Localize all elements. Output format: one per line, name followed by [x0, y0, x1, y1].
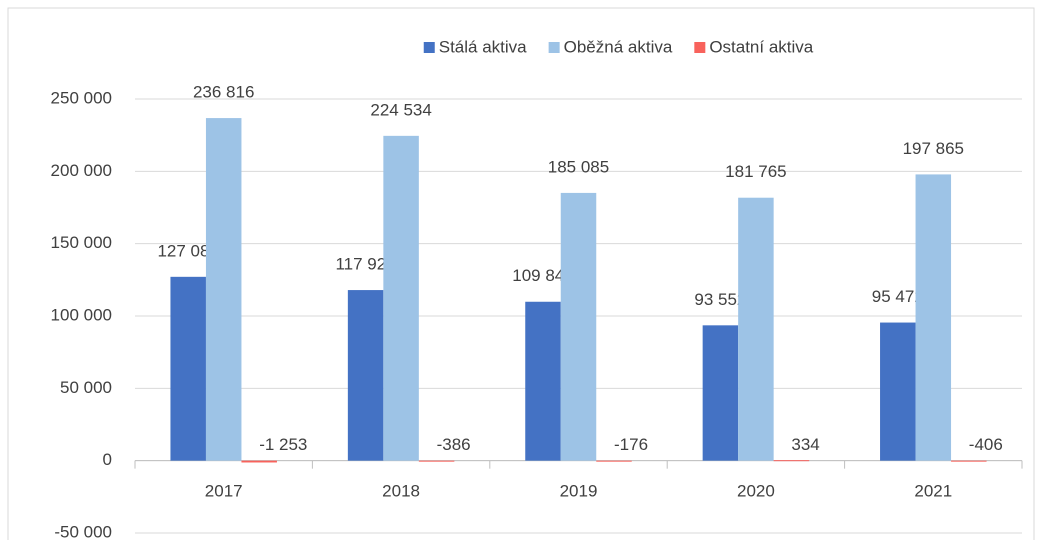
data-label: 197 865: [903, 139, 964, 158]
y-tick-label: 50 000: [60, 378, 112, 397]
y-tick-label: 200 000: [51, 161, 112, 180]
data-label: -386: [437, 435, 471, 454]
data-label: 181 765: [725, 162, 786, 181]
bar: [880, 322, 916, 461]
bar: [560, 192, 597, 461]
data-label: 185 085: [548, 157, 609, 176]
y-tick-label: 150 000: [51, 233, 112, 252]
bar: [347, 290, 384, 461]
bar: [170, 276, 206, 461]
legend-swatch: [694, 42, 706, 53]
data-label: 93 552: [694, 290, 746, 309]
legend-label: Oběžná aktiva: [564, 37, 673, 56]
x-tick-label: 2018: [382, 481, 420, 500]
data-label: 117 923: [335, 255, 395, 274]
y-tick-label: 250 000: [51, 88, 112, 107]
data-label: -1 253: [259, 435, 307, 454]
y-tick-label: -50 000: [54, 522, 112, 540]
y-tick-label: 100 000: [51, 305, 112, 324]
bar: [596, 460, 632, 462]
y-tick-label: 0: [103, 450, 112, 469]
bar: [418, 460, 455, 462]
data-label: -176: [614, 435, 648, 454]
data-label: 224 534: [370, 100, 431, 119]
data-label: 127 080: [157, 241, 218, 260]
legend-label: Stálá aktiva: [439, 37, 527, 56]
x-tick-label: 2019: [560, 481, 598, 500]
data-label: 334: [791, 435, 819, 454]
legend-label: Ostatní aktiva: [709, 37, 813, 56]
bar: [205, 118, 242, 461]
x-tick-label: 2017: [205, 481, 243, 500]
x-tick-label: 2020: [737, 481, 775, 500]
data-label: -406: [969, 435, 1003, 454]
bar: [241, 460, 277, 463]
data-label: 236 816: [193, 83, 254, 102]
data-label: 95 472: [872, 287, 924, 306]
bar: [383, 135, 419, 461]
bar: [525, 301, 561, 461]
bar: [951, 460, 987, 462]
bar: [702, 325, 739, 461]
x-tick-label: 2021: [914, 481, 952, 500]
bar: [738, 197, 774, 461]
legend-swatch: [423, 42, 435, 53]
legend-swatch: [548, 42, 560, 53]
data-label: 109 847: [512, 266, 573, 285]
bar: [773, 460, 810, 462]
bar: [915, 174, 952, 461]
